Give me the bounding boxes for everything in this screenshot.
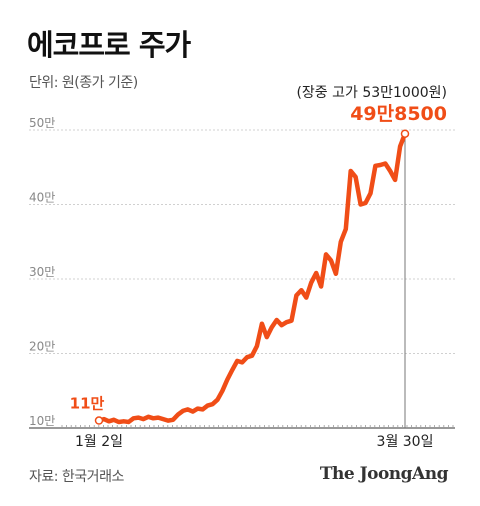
unit-note: 단위: 원(종가 기준): [29, 75, 138, 91]
source-note: 자료: 한국거래소: [29, 469, 124, 485]
end-value-label: 49만8500: [350, 103, 447, 125]
y-tick-label: 10만: [29, 414, 55, 428]
start-point: [94, 416, 104, 425]
start-value-label: 11만: [70, 395, 105, 413]
axis-layer: 10만 20만 30만 40만 50만 1월 2일 3월 30일: [29, 116, 455, 450]
chart-title: 에코프로 주가: [27, 28, 191, 62]
brand-logo: The JoongAng: [319, 464, 449, 484]
end-point: [400, 129, 410, 138]
intraday-high-label: (장중 고가 53만1000원): [296, 85, 447, 101]
line-layer: [94, 129, 410, 428]
x-label-end: 3월 30일: [377, 434, 434, 450]
y-tick-label: 30만: [29, 265, 55, 279]
y-tick-label: 40만: [29, 191, 55, 205]
price-line: [96, 131, 408, 425]
y-tick-label: 20만: [29, 340, 55, 354]
x-label-start: 1월 2일: [75, 434, 123, 450]
grid-layer: [29, 129, 455, 354]
y-tick-label: 50만: [29, 116, 55, 130]
annotation-layer: 11만 (장중 고가 53만1000원) 49만8500: [70, 85, 447, 413]
